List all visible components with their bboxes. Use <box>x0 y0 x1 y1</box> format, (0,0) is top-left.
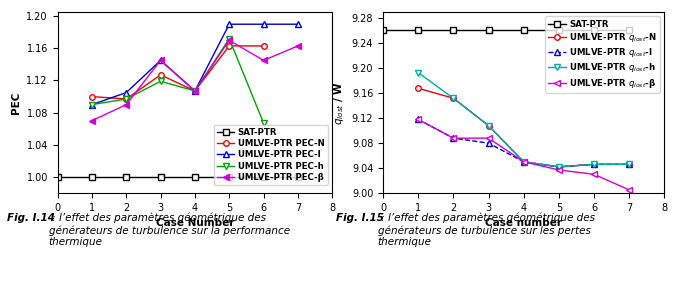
UMLVE-PTR PEC-l <box>294 22 302 26</box>
SAT-PTR <box>157 175 165 179</box>
UMLVE-PTR $q_{lost}$-h <box>414 71 422 74</box>
UMLVE-PTR PEC-l <box>225 22 233 26</box>
SAT-PTR <box>294 175 302 179</box>
SAT-PTR <box>191 175 199 179</box>
SAT-PTR <box>450 28 458 31</box>
Text: Fig. I.15: Fig. I.15 <box>336 213 384 223</box>
Y-axis label: $q_{lost}$ / W: $q_{lost}$ / W <box>332 81 346 125</box>
UMLVE-PTR $q_{lost}$-β <box>414 118 422 121</box>
UMLVE-PTR PEC-l <box>157 59 165 62</box>
UMLVE-PTR PEC-N <box>191 89 199 93</box>
UMLVE-PTR PEC-β <box>157 59 165 62</box>
UMLVE-PTR $q_{lost}$-h <box>519 160 527 164</box>
UMLVE-PTR PEC-β <box>225 39 233 42</box>
UMLVE-PTR PEC-β <box>260 59 268 62</box>
UMLVE-PTR PEC-N <box>122 97 130 101</box>
UMLVE-PTR PEC-h <box>260 121 268 125</box>
Line: UMLVE-PTR $q_{lost}$-h: UMLVE-PTR $q_{lost}$-h <box>416 70 632 170</box>
UMLVE-PTR $q_{lost}$-h <box>485 124 493 127</box>
UMLVE-PTR $q_{lost}$-N <box>450 96 458 100</box>
Legend: SAT-PTR, UMLVE-PTR $q_{lost}$-N, UMLVE-PTR $q_{lost}$-l, UMLVE-PTR $q_{lost}$-h,: SAT-PTR, UMLVE-PTR $q_{lost}$-N, UMLVE-P… <box>545 16 660 93</box>
SAT-PTR <box>485 28 493 31</box>
UMLVE-PTR $q_{lost}$-β <box>450 136 458 140</box>
SAT-PTR <box>260 175 268 179</box>
UMLVE-PTR $q_{lost}$-l <box>519 160 527 164</box>
UMLVE-PTR PEC-h <box>88 103 96 106</box>
UMLVE-PTR PEC-N <box>157 73 165 77</box>
UMLVE-PTR $q_{lost}$-h <box>450 96 458 100</box>
X-axis label: Case Number: Case Number <box>156 218 234 228</box>
UMLVE-PTR PEC-N <box>88 95 96 98</box>
SAT-PTR <box>225 175 233 179</box>
UMLVE-PTR PEC-h <box>191 89 199 93</box>
UMLVE-PTR $q_{lost}$-β <box>590 172 598 176</box>
UMLVE-PTR $q_{lost}$-β <box>485 136 493 140</box>
UMLVE-PTR $q_{lost}$-l <box>450 136 458 140</box>
UMLVE-PTR PEC-β <box>122 103 130 106</box>
UMLVE-PTR $q_{lost}$-β <box>519 160 527 164</box>
UMLVE-PTR $q_{lost}$-N <box>519 160 527 164</box>
SAT-PTR <box>519 28 527 31</box>
Line: UMLVE-PTR PEC-β: UMLVE-PTR PEC-β <box>89 37 300 123</box>
Line: UMLVE-PTR PEC-l: UMLVE-PTR PEC-l <box>89 22 300 107</box>
SAT-PTR <box>88 175 96 179</box>
Line: UMLVE-PTR $q_{lost}$-β: UMLVE-PTR $q_{lost}$-β <box>416 117 632 193</box>
UMLVE-PTR PEC-h <box>157 79 165 83</box>
UMLVE-PTR $q_{lost}$-l <box>590 163 598 166</box>
UMLVE-PTR $q_{lost}$-l <box>414 118 422 121</box>
Text: Fig. I.14: Fig. I.14 <box>7 213 55 223</box>
UMLVE-PTR $q_{lost}$-N <box>414 86 422 90</box>
UMLVE-PTR $q_{lost}$-β <box>625 188 633 192</box>
UMLVE-PTR PEC-l <box>122 91 130 94</box>
SAT-PTR <box>122 175 130 179</box>
SAT-PTR <box>54 175 62 179</box>
Line: UMLVE-PTR $q_{lost}$-l: UMLVE-PTR $q_{lost}$-l <box>416 117 632 170</box>
Line: UMLVE-PTR $q_{lost}$-N: UMLVE-PTR $q_{lost}$-N <box>416 85 632 170</box>
UMLVE-PTR $q_{lost}$-N <box>485 124 493 127</box>
UMLVE-PTR $q_{lost}$-N <box>625 163 633 166</box>
SAT-PTR <box>414 28 422 31</box>
UMLVE-PTR $q_{lost}$-l <box>625 163 633 166</box>
UMLVE-PTR $q_{lost}$-h <box>590 163 598 166</box>
UMLVE-PTR $q_{lost}$-l <box>485 141 493 145</box>
Line: UMLVE-PTR PEC-h: UMLVE-PTR PEC-h <box>89 36 266 126</box>
SAT-PTR <box>590 28 598 31</box>
UMLVE-PTR PEC-β <box>294 44 302 48</box>
Line: SAT-PTR: SAT-PTR <box>380 27 632 33</box>
SAT-PTR <box>555 28 563 31</box>
UMLVE-PTR $q_{lost}$-N <box>555 165 563 169</box>
UMLVE-PTR PEC-β <box>88 119 96 123</box>
UMLVE-PTR PEC-h <box>225 37 233 40</box>
UMLVE-PTR PEC-h <box>122 97 130 101</box>
Text: : l’effet des paramètres géométrique des
générateurs de turbulence sur les perte: : l’effet des paramètres géométrique des… <box>378 213 595 247</box>
UMLVE-PTR $q_{lost}$-h <box>625 163 633 166</box>
UMLVE-PTR PEC-l <box>88 103 96 106</box>
UMLVE-PTR $q_{lost}$-l <box>555 165 563 169</box>
Line: SAT-PTR: SAT-PTR <box>55 174 300 180</box>
UMLVE-PTR PEC-N <box>260 44 268 48</box>
UMLVE-PTR PEC-l <box>191 89 199 93</box>
UMLVE-PTR $q_{lost}$-N <box>590 163 598 166</box>
UMLVE-PTR $q_{lost}$-β <box>555 168 563 172</box>
UMLVE-PTR PEC-l <box>260 22 268 26</box>
X-axis label: Case number: Case number <box>485 218 562 228</box>
Y-axis label: PEC: PEC <box>11 92 21 114</box>
Legend: SAT-PTR, UMLVE-PTR PEC-N, UMLVE-PTR PEC-l, UMLVE-PTR PEC-h, UMLVE-PTR PEC-β: SAT-PTR, UMLVE-PTR PEC-N, UMLVE-PTR PEC-… <box>214 125 328 185</box>
Text: : l’effet des paramètres géométrique des
générateurs de turbulence sur la perfor: : l’effet des paramètres géométrique des… <box>49 213 290 247</box>
UMLVE-PTR PEC-β <box>191 89 199 93</box>
UMLVE-PTR $q_{lost}$-h <box>555 165 563 169</box>
SAT-PTR <box>625 28 633 31</box>
SAT-PTR <box>379 28 387 31</box>
Line: UMLVE-PTR PEC-N: UMLVE-PTR PEC-N <box>89 43 266 102</box>
UMLVE-PTR PEC-N <box>225 44 233 48</box>
